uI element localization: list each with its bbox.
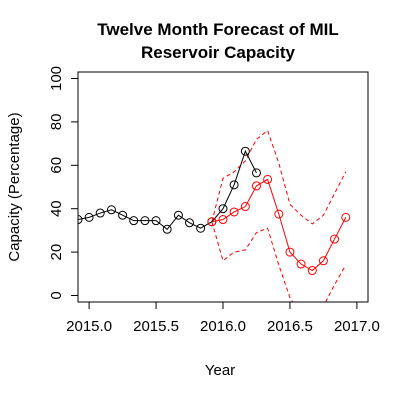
chart-title-line-1: Twelve Month Forecast of MIL: [97, 20, 338, 39]
forecast-point: [296, 259, 306, 269]
forecast-point: [274, 209, 284, 219]
forecast-point: [285, 247, 295, 257]
forecast-point: [330, 234, 340, 244]
actual-point: [185, 218, 195, 228]
actual-point: [151, 216, 161, 226]
actual-point: [251, 168, 261, 178]
forecast-line: [211, 178, 347, 272]
y-tick-label: 80: [48, 114, 65, 131]
forecast-point: [251, 181, 261, 191]
y-tick-label: 40: [48, 200, 65, 217]
forecast-point: [240, 202, 250, 212]
actual-point: [84, 212, 94, 222]
plot-frame: [77, 71, 369, 303]
x-tick-label: 2017.0: [334, 318, 380, 335]
actual-point: [240, 146, 250, 156]
actual-point: [95, 208, 105, 218]
y-axis-label: Capacity (Percentage): [6, 112, 23, 261]
forecast-point: [207, 217, 217, 227]
actual-line: [78, 149, 257, 231]
actual-point: [140, 216, 150, 226]
upper-bound-line: [211, 129, 347, 225]
actual-point: [129, 216, 139, 226]
forecast-point: [263, 174, 273, 184]
actual-point: [196, 223, 206, 233]
y-tick-label: 20: [48, 244, 65, 261]
y-tick-label: 60: [48, 157, 65, 174]
forecast-point: [229, 207, 239, 217]
actual-point: [78, 215, 83, 225]
x-tick-label: 2015.5: [133, 318, 179, 335]
actual-point: [218, 204, 228, 214]
forecast-point: [218, 215, 228, 225]
actual-point: [118, 210, 128, 220]
x-tick-label: 2016.0: [200, 318, 246, 335]
actual-point: [106, 205, 116, 215]
lower-bound-line: [211, 221, 347, 302]
actual-point: [229, 180, 239, 190]
x-tick-label: 2015.0: [66, 318, 112, 335]
actual-point: [173, 210, 183, 220]
x-axis-label: Year: [205, 362, 235, 379]
actual-point: [162, 224, 172, 234]
forecast-point: [307, 266, 317, 276]
forecast-point: [318, 256, 328, 266]
y-tick-label: 0: [48, 291, 65, 299]
y-tick-label: 100: [48, 66, 65, 91]
x-tick-label: 2016.5: [267, 318, 313, 335]
forecast-point: [341, 212, 351, 222]
chart-title-line-2: Reservoir Capacity: [141, 43, 296, 62]
